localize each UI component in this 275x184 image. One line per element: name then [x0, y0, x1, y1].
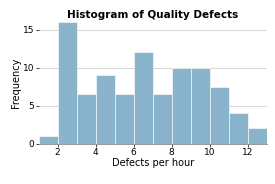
- Bar: [57, 22, 76, 144]
- Bar: [115, 94, 134, 144]
- Bar: [229, 113, 248, 144]
- Bar: [210, 87, 229, 144]
- Bar: [248, 128, 267, 144]
- Bar: [76, 94, 96, 144]
- Y-axis label: Frequency: Frequency: [12, 58, 21, 108]
- Bar: [39, 136, 57, 144]
- Bar: [153, 94, 172, 144]
- Bar: [191, 68, 210, 144]
- Bar: [172, 68, 191, 144]
- Bar: [134, 52, 153, 144]
- X-axis label: Defects per hour: Defects per hour: [111, 158, 194, 168]
- Title: Histogram of Quality Defects: Histogram of Quality Defects: [67, 10, 238, 20]
- Bar: [96, 75, 115, 144]
